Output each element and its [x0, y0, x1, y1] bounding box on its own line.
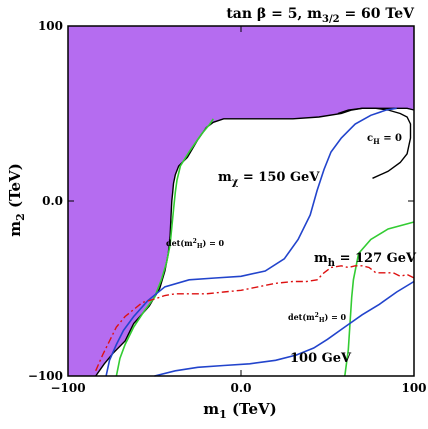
chart-title: tan β = 5, m3/2 = 60 TeV	[226, 6, 415, 25]
mchi-100-contour-line	[154, 280, 415, 377]
x-axis-label: m1 (TeV)	[203, 400, 277, 421]
y-tick-label: −100	[28, 369, 63, 383]
det-zero-label-upper: det(m2H) = 0	[166, 238, 225, 250]
det-zero-contour-line-1	[115, 118, 214, 377]
det-zero-label-lower: det(m2H) = 0	[288, 312, 347, 324]
excluded-region	[68, 26, 414, 376]
x-tick-label: 100	[401, 381, 426, 395]
axis-ticks-group: −100 0.0 100 100 0.0 −100	[28, 19, 427, 395]
contour-lines-group	[95, 107, 415, 377]
ch-zero-label: cH = 0	[367, 133, 402, 146]
y-tick-label: 100	[38, 19, 63, 33]
mchi-150-contour-line	[105, 107, 397, 377]
mh-127-contour-line	[95, 265, 415, 372]
mchi-100-label: 100 GeV	[290, 351, 352, 366]
mh-127-label: mh = 127 GeV	[314, 251, 417, 269]
mchi-150-label: mχ = 150 GeV	[218, 170, 320, 188]
excluded-region-group	[68, 26, 414, 376]
x-tick-label: −100	[50, 381, 85, 395]
y-axis-label: m2 (TeV)	[6, 163, 27, 237]
det-zero-contour-line-2	[344, 221, 415, 377]
y-tick-label: 0.0	[42, 194, 63, 208]
ch-zero-boundary-line	[337, 107, 412, 179]
x-tick-label: 0.0	[231, 381, 252, 395]
